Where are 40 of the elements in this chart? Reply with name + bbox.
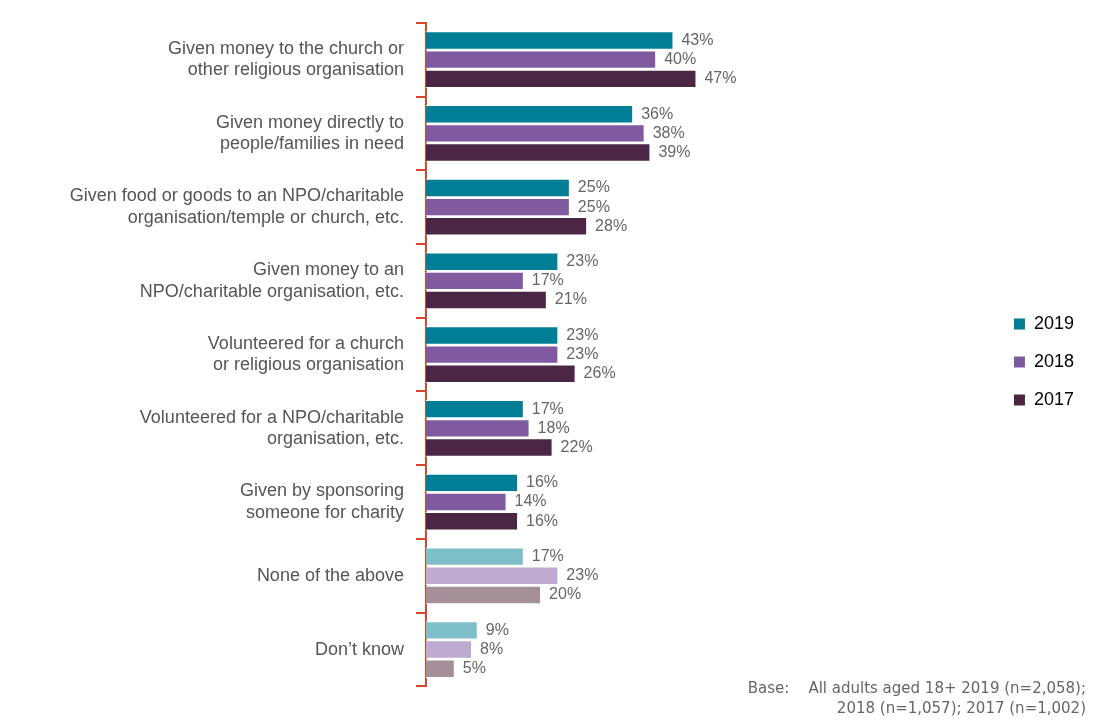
data-label: 16% [526, 511, 559, 529]
y-tick-label: Given money directly to people/families in need [215, 111, 404, 154]
data-label: 23% [566, 252, 599, 270]
data-label: 36% [641, 104, 674, 122]
y-tick-label: Volunteered for a church or religious organisation [207, 332, 404, 375]
data-label: 25% [577, 197, 610, 215]
data-label: 40% [664, 50, 697, 68]
data-label: 17% [531, 547, 564, 565]
y-tick-label: None of the above [256, 564, 404, 585]
legend-label: 2017 [1033, 388, 1074, 409]
data-label: 26% [583, 364, 616, 382]
data-label: 23% [566, 345, 599, 363]
data-label: 16% [526, 473, 559, 491]
data-label: 23% [566, 566, 599, 584]
y-tick-label: Given food or goods to an NPO/charitable organisation/temple or church, etc. [69, 185, 404, 227]
legend-label: 2018 [1033, 350, 1074, 371]
data-label: 47% [704, 69, 737, 87]
data-label: 23% [566, 325, 599, 343]
legend-label: 2019 [1033, 312, 1074, 333]
data-label: 25% [577, 178, 610, 196]
data-label: 14% [514, 492, 547, 510]
data-label: 9% [485, 620, 509, 638]
data-label: 17% [531, 271, 564, 289]
data-label: 21% [554, 290, 587, 308]
data-label: 43% [681, 30, 714, 48]
y-tick-label: Don’t know [314, 638, 405, 659]
y-tick-label: Volunteered for a NPO/charitable organisation, etc. [139, 406, 404, 449]
data-label: 17% [531, 399, 564, 417]
data-label: 22% [560, 437, 593, 455]
data-label: 38% [652, 123, 685, 141]
y-tick-label: Given by sponsoring someone for charity [239, 480, 404, 522]
data-label: 39% [658, 142, 691, 160]
data-label: 18% [537, 418, 570, 436]
data-label: 5% [462, 659, 486, 677]
text: Base: All adults aged 18+ 2019 (n=2,058); 2018 (n=1,057); 2017 (n=1,002) [747, 678, 1086, 718]
y-tick-label: Given money to the church or other religious organisation [167, 37, 404, 80]
y-tick-label: Given money to an NPO/charitable organisation, etc. [139, 259, 404, 301]
data-label: 28% [595, 216, 628, 234]
data-label: 8% [480, 639, 504, 657]
data-label: 20% [549, 585, 582, 603]
